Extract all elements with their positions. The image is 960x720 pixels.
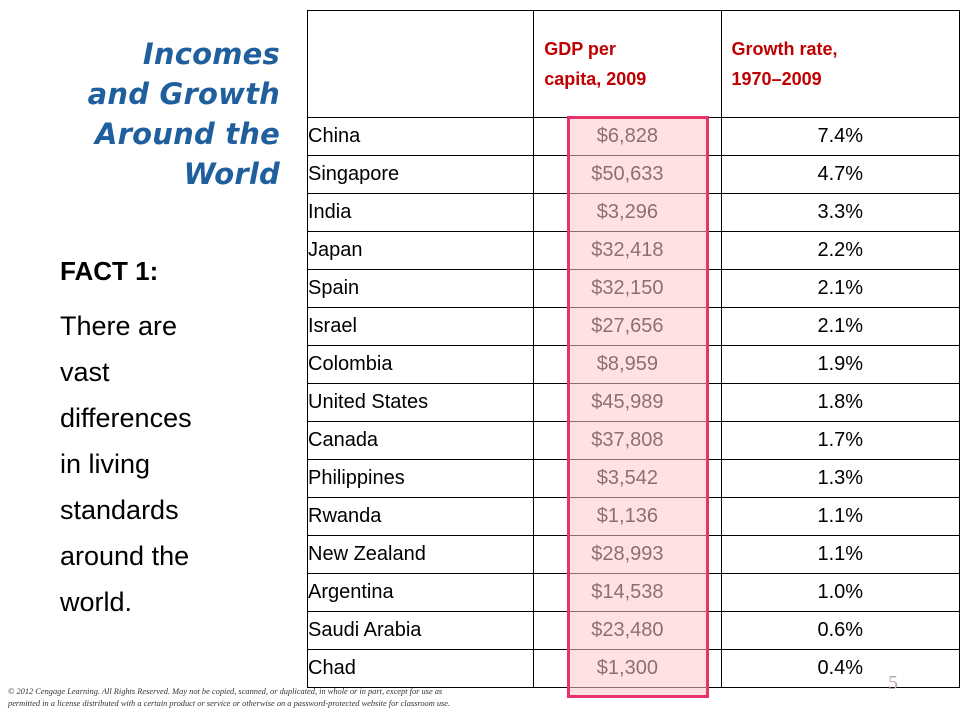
gdp-cell: $14,538 <box>533 573 722 612</box>
country-cell: Colombia <box>306 345 535 384</box>
growth-cell: 2.2% <box>720 231 960 270</box>
growth-cell: 4.7% <box>720 155 960 194</box>
header-growth-line: 1970–2009 <box>731 69 822 89</box>
country-cell: United States <box>306 383 535 422</box>
fact-line: differences <box>60 403 192 433</box>
header-gdp-line: GDP per <box>544 39 616 59</box>
growth-cell: 1.3% <box>720 459 960 498</box>
table-row: Colombia $8,959 1.9% <box>306 345 960 384</box>
gdp-cell: $23,480 <box>533 611 722 650</box>
country-cell: Canada <box>306 421 535 460</box>
copyright-notice: © 2012 Cengage Learning. All Rights Rese… <box>8 686 588 710</box>
fact-block: FACT 1: There are vast differences in li… <box>60 256 260 625</box>
growth-cell: 2.1% <box>720 269 960 308</box>
country-cell: Argentina <box>306 573 535 612</box>
growth-cell: 1.0% <box>720 573 960 612</box>
table-row: Canada $37,808 1.7% <box>306 421 960 460</box>
table-row: Rwanda $1,136 1.1% <box>306 497 960 536</box>
country-cell: New Zealand <box>306 535 535 574</box>
country-cell: India <box>306 193 535 232</box>
slide-title: Incomes and Growth Around the World <box>40 34 280 194</box>
gdp-cell: $27,656 <box>533 307 722 346</box>
gdp-cell: $3,296 <box>533 193 722 232</box>
country-cell: China <box>306 117 535 156</box>
table-row: Argentina $14,538 1.0% <box>306 573 960 612</box>
slide-title-line: Around the <box>95 117 280 151</box>
page-number: 5 <box>888 672 898 694</box>
country-cell: Singapore <box>306 155 535 194</box>
country-cell: Philippines <box>306 459 535 498</box>
growth-cell: 2.1% <box>720 307 960 346</box>
slide-title-line: and Growth <box>87 77 280 111</box>
fact-line: There are <box>60 311 178 341</box>
gdp-cell: $32,150 <box>533 269 722 308</box>
table-row: New Zealand $28,993 1.1% <box>306 535 960 574</box>
header-gdp: GDP per capita, 2009 <box>533 10 722 118</box>
table-row: China $6,828 7.4% <box>306 117 960 156</box>
gdp-cell: $3,542 <box>533 459 722 498</box>
fact-line: around the <box>60 541 190 571</box>
growth-cell: 1.9% <box>720 345 960 384</box>
gdp-cell: $37,808 <box>533 421 722 460</box>
country-cell: Rwanda <box>306 497 535 536</box>
growth-cell: 3.3% <box>720 193 960 232</box>
table-row: Philippines $3,542 1.3% <box>306 459 960 498</box>
table-row: Chad $1,300 0.4% <box>306 649 960 688</box>
fact-text: There are vast differences in living sta… <box>60 303 260 625</box>
gdp-cell: $1,300 <box>533 649 722 688</box>
table-row: Singapore $50,633 4.7% <box>306 155 960 194</box>
gdp-cell: $28,993 <box>533 535 722 574</box>
growth-cell: 1.7% <box>720 421 960 460</box>
table-body: China $6,828 7.4% Singapore $50,633 4.7% India… <box>306 117 960 688</box>
table-row: Saudi Arabia $23,480 0.6% <box>306 611 960 650</box>
copyright-line: permitted in a license distributed with … <box>8 699 451 708</box>
header-growth: Growth rate, 1970–2009 <box>720 10 960 118</box>
gdp-cell: $50,633 <box>533 155 722 194</box>
fact-line: world. <box>60 587 133 617</box>
table-header-row: GDP per capita, 2009 Growth rate, 1970–2… <box>306 10 960 118</box>
fact-line: standards <box>60 495 179 525</box>
gdp-growth-table: GDP per capita, 2009 Growth rate, 1970–2… <box>306 10 960 688</box>
growth-cell: 1.1% <box>720 535 960 574</box>
table-row: Japan $32,418 2.2% <box>306 231 960 270</box>
country-cell: Saudi Arabia <box>306 611 535 650</box>
country-cell: Japan <box>306 231 535 270</box>
growth-cell: 1.8% <box>720 383 960 422</box>
table-row: India $3,296 3.3% <box>306 193 960 232</box>
growth-cell: 1.1% <box>720 497 960 536</box>
gdp-cell: $8,959 <box>533 345 722 384</box>
fact-heading: FACT 1: <box>60 256 159 286</box>
country-cell: Israel <box>306 307 535 346</box>
slide-title-line: Incomes <box>142 37 280 71</box>
fact-line: vast <box>60 357 110 387</box>
header-growth-line: Growth rate, <box>731 39 838 59</box>
header-country <box>306 10 535 118</box>
slide-title-line: World <box>183 157 280 191</box>
table-row: Spain $32,150 2.1% <box>306 269 960 308</box>
table-row: Israel $27,656 2.1% <box>306 307 960 346</box>
growth-cell: 7.4% <box>720 117 960 156</box>
country-cell: Spain <box>306 269 535 308</box>
growth-cell: 0.4% <box>720 649 960 688</box>
header-gdp-line: capita, 2009 <box>544 69 647 89</box>
growth-cell: 0.6% <box>720 611 960 650</box>
gdp-cell: $45,989 <box>533 383 722 422</box>
gdp-cell: $1,136 <box>533 497 722 536</box>
gdp-cell: $32,418 <box>533 231 722 270</box>
country-cell: Chad <box>306 649 535 688</box>
copyright-line: © 2012 Cengage Learning. All Rights Rese… <box>8 687 443 696</box>
table-row: United States $45,989 1.8% <box>306 383 960 422</box>
gdp-cell: $6,828 <box>533 117 722 156</box>
fact-line: in living <box>60 449 151 479</box>
